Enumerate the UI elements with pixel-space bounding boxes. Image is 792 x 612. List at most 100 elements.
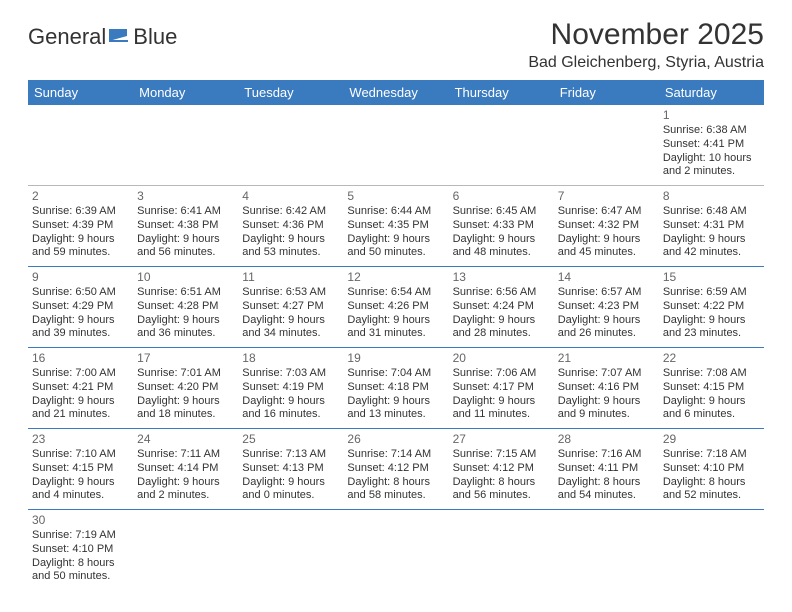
sunset-text: Sunset: 4:12 PM [453, 462, 550, 476]
calendar-day-cell: 13Sunrise: 6:56 AMSunset: 4:24 PMDayligh… [449, 267, 554, 348]
calendar-week-row: 9Sunrise: 6:50 AMSunset: 4:29 PMDaylight… [28, 267, 764, 348]
sunrise-text: Sunrise: 6:38 AM [663, 124, 760, 138]
daylight-text: and 54 minutes. [558, 489, 655, 503]
sunset-text: Sunset: 4:36 PM [242, 219, 339, 233]
daylight-text: Daylight: 9 hours [558, 314, 655, 328]
sunrise-text: Sunrise: 6:56 AM [453, 286, 550, 300]
sunrise-text: Sunrise: 6:41 AM [137, 205, 234, 219]
sunset-text: Sunset: 4:19 PM [242, 381, 339, 395]
daylight-text: Daylight: 9 hours [558, 395, 655, 409]
day-number: 23 [32, 432, 129, 447]
daylight-text: and 52 minutes. [663, 489, 760, 503]
day-number: 2 [32, 189, 129, 204]
sunset-text: Sunset: 4:18 PM [347, 381, 444, 395]
calendar-day-cell: 21Sunrise: 7:07 AMSunset: 4:16 PMDayligh… [554, 348, 659, 429]
sunrise-text: Sunrise: 6:42 AM [242, 205, 339, 219]
location-subtitle: Bad Gleichenberg, Styria, Austria [528, 54, 764, 72]
daylight-text: Daylight: 8 hours [558, 476, 655, 490]
calendar-day-cell: 9Sunrise: 6:50 AMSunset: 4:29 PMDaylight… [28, 267, 133, 348]
daylight-text: and 45 minutes. [558, 246, 655, 260]
daylight-text: Daylight: 8 hours [347, 476, 444, 490]
day-number: 9 [32, 270, 129, 285]
sunset-text: Sunset: 4:28 PM [137, 300, 234, 314]
sunset-text: Sunset: 4:41 PM [663, 138, 760, 152]
daylight-text: and 18 minutes. [137, 408, 234, 422]
day-number: 5 [347, 189, 444, 204]
sunset-text: Sunset: 4:16 PM [558, 381, 655, 395]
calendar-week-row: 30Sunrise: 7:19 AMSunset: 4:10 PMDayligh… [28, 510, 764, 591]
calendar-day-cell: 5Sunrise: 6:44 AMSunset: 4:35 PMDaylight… [343, 186, 448, 267]
calendar-day-cell: 16Sunrise: 7:00 AMSunset: 4:21 PMDayligh… [28, 348, 133, 429]
calendar-day-cell [133, 105, 238, 186]
daylight-text: Daylight: 9 hours [347, 314, 444, 328]
calendar-day-cell: 19Sunrise: 7:04 AMSunset: 4:18 PMDayligh… [343, 348, 448, 429]
sunrise-text: Sunrise: 7:19 AM [32, 529, 129, 543]
sunrise-text: Sunrise: 7:08 AM [663, 367, 760, 381]
sunrise-text: Sunrise: 6:39 AM [32, 205, 129, 219]
daylight-text: and 50 minutes. [347, 246, 444, 260]
calendar-day-cell: 25Sunrise: 7:13 AMSunset: 4:13 PMDayligh… [238, 429, 343, 510]
sunrise-text: Sunrise: 6:59 AM [663, 286, 760, 300]
daylight-text: Daylight: 8 hours [453, 476, 550, 490]
daylight-text: Daylight: 8 hours [32, 557, 129, 571]
daylight-text: Daylight: 10 hours [663, 152, 760, 166]
calendar-day-cell: 1Sunrise: 6:38 AMSunset: 4:41 PMDaylight… [659, 105, 764, 186]
day-number: 20 [453, 351, 550, 366]
daylight-text: and 56 minutes. [137, 246, 234, 260]
daylight-text: and 34 minutes. [242, 327, 339, 341]
day-number: 25 [242, 432, 339, 447]
sunset-text: Sunset: 4:15 PM [32, 462, 129, 476]
calendar-day-cell: 30Sunrise: 7:19 AMSunset: 4:10 PMDayligh… [28, 510, 133, 591]
daylight-text: Daylight: 9 hours [32, 476, 129, 490]
daylight-text: Daylight: 9 hours [137, 476, 234, 490]
sunset-text: Sunset: 4:26 PM [347, 300, 444, 314]
daylight-text: and 21 minutes. [32, 408, 129, 422]
daylight-text: Daylight: 9 hours [32, 233, 129, 247]
day-number: 17 [137, 351, 234, 366]
daylight-text: and 39 minutes. [32, 327, 129, 341]
daylight-text: and 2 minutes. [663, 165, 760, 179]
calendar-day-cell [238, 510, 343, 591]
sunrise-text: Sunrise: 7:00 AM [32, 367, 129, 381]
calendar-day-cell: 28Sunrise: 7:16 AMSunset: 4:11 PMDayligh… [554, 429, 659, 510]
daylight-text: Daylight: 9 hours [32, 395, 129, 409]
daylight-text: Daylight: 9 hours [137, 395, 234, 409]
day-number: 1 [663, 108, 760, 123]
sunrise-text: Sunrise: 7:13 AM [242, 448, 339, 462]
daylight-text: and 31 minutes. [347, 327, 444, 341]
calendar-day-cell: 11Sunrise: 6:53 AMSunset: 4:27 PMDayligh… [238, 267, 343, 348]
day-number: 8 [663, 189, 760, 204]
sunrise-text: Sunrise: 6:54 AM [347, 286, 444, 300]
sunset-text: Sunset: 4:23 PM [558, 300, 655, 314]
day-number: 30 [32, 513, 129, 528]
daylight-text: Daylight: 9 hours [137, 314, 234, 328]
sunrise-text: Sunrise: 6:51 AM [137, 286, 234, 300]
daylight-text: and 0 minutes. [242, 489, 339, 503]
sunset-text: Sunset: 4:22 PM [663, 300, 760, 314]
day-number: 6 [453, 189, 550, 204]
day-number: 4 [242, 189, 339, 204]
sunset-text: Sunset: 4:20 PM [137, 381, 234, 395]
day-number: 16 [32, 351, 129, 366]
sunrise-text: Sunrise: 7:10 AM [32, 448, 129, 462]
day-number: 3 [137, 189, 234, 204]
sunrise-text: Sunrise: 6:44 AM [347, 205, 444, 219]
calendar-day-cell [238, 105, 343, 186]
day-number: 7 [558, 189, 655, 204]
calendar-table: Sunday Monday Tuesday Wednesday Thursday… [28, 80, 764, 590]
calendar-week-row: 16Sunrise: 7:00 AMSunset: 4:21 PMDayligh… [28, 348, 764, 429]
sunrise-text: Sunrise: 6:48 AM [663, 205, 760, 219]
weekday-header: Monday [133, 80, 238, 105]
calendar-day-cell: 14Sunrise: 6:57 AMSunset: 4:23 PMDayligh… [554, 267, 659, 348]
calendar-day-cell: 20Sunrise: 7:06 AMSunset: 4:17 PMDayligh… [449, 348, 554, 429]
sunrise-text: Sunrise: 7:07 AM [558, 367, 655, 381]
brand-name-b: Blue [133, 24, 177, 50]
calendar-day-cell: 7Sunrise: 6:47 AMSunset: 4:32 PMDaylight… [554, 186, 659, 267]
calendar-day-cell [133, 510, 238, 591]
daylight-text: and 28 minutes. [453, 327, 550, 341]
day-number: 18 [242, 351, 339, 366]
sunrise-text: Sunrise: 6:57 AM [558, 286, 655, 300]
sunset-text: Sunset: 4:13 PM [242, 462, 339, 476]
weekday-header: Sunday [28, 80, 133, 105]
day-number: 14 [558, 270, 655, 285]
